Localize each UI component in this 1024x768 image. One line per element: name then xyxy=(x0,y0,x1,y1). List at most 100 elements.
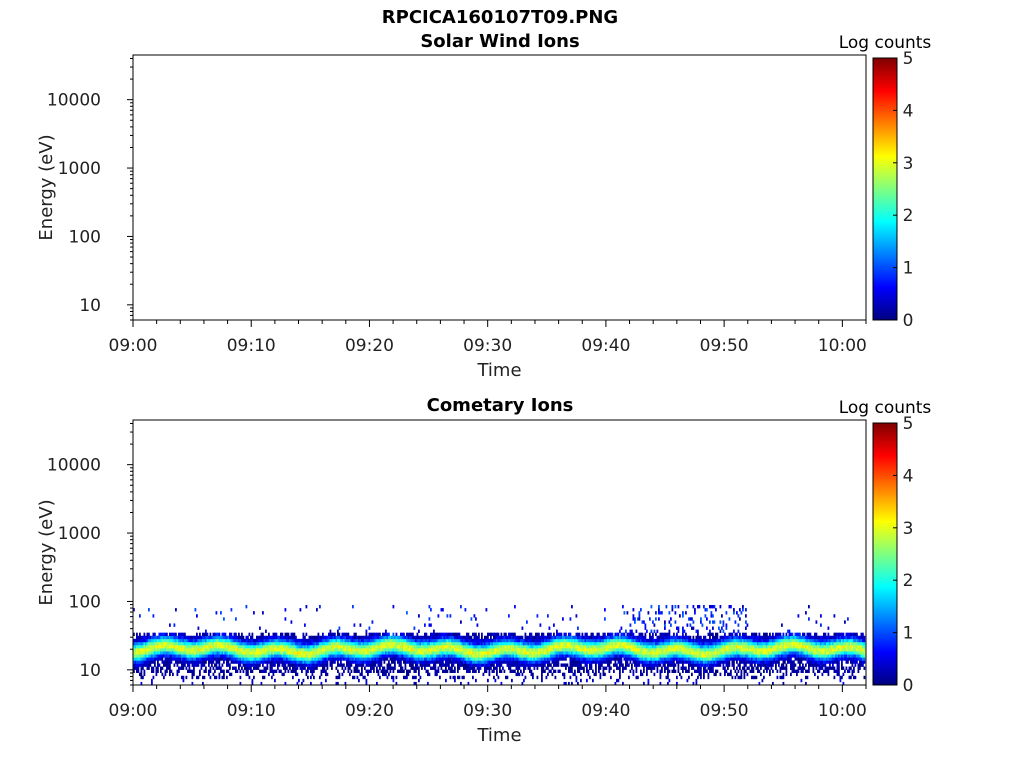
heatmap-cell xyxy=(382,672,384,677)
heatmap-cell xyxy=(559,648,561,652)
heatmap-cell xyxy=(205,654,207,658)
heatmap-cell xyxy=(209,675,212,680)
heatmap-cell xyxy=(659,638,662,643)
heatmap-cell xyxy=(682,626,684,630)
heatmap-cell xyxy=(530,669,533,673)
heatmap-cell xyxy=(229,638,231,643)
heatmap-cell xyxy=(290,632,293,637)
heatmap-cell xyxy=(223,654,225,658)
heatmap-cell xyxy=(523,660,525,664)
heatmap-cell xyxy=(328,648,330,652)
heatmap-cell xyxy=(637,651,639,655)
heatmap-cell xyxy=(506,654,509,658)
heatmap-cell xyxy=(583,638,585,643)
heatmap-cell xyxy=(565,663,567,667)
heatmap-cell xyxy=(710,641,713,646)
heatmap-cell xyxy=(653,644,656,649)
heatmap-cell xyxy=(199,669,201,673)
heatmap-cell xyxy=(682,663,684,667)
heatmap-cell xyxy=(419,675,422,680)
heatmap-cell xyxy=(226,657,228,661)
heatmap-cell xyxy=(170,648,173,652)
heatmap-cell xyxy=(263,660,266,664)
heatmap-cell xyxy=(703,651,705,655)
heatmap-cell xyxy=(317,644,320,649)
heatmap-cell xyxy=(580,657,582,661)
heatmap-cell xyxy=(563,641,566,646)
heatmap-cell xyxy=(691,638,693,643)
heatmap-cell xyxy=(376,657,378,661)
heatmap-cell xyxy=(692,657,695,661)
heatmap-cell xyxy=(347,654,350,658)
heatmap-cell xyxy=(667,651,669,655)
heatmap-cell xyxy=(455,641,458,646)
heatmap-cell xyxy=(445,666,447,670)
heatmap-cell xyxy=(586,678,588,683)
heatmap-cell xyxy=(278,641,281,646)
heatmap-cell xyxy=(256,651,258,655)
heatmap-cell xyxy=(226,644,228,649)
heatmap-cell xyxy=(193,638,195,643)
heatmap-cell xyxy=(145,654,147,658)
heatmap-cell xyxy=(517,654,519,658)
heatmap-cell xyxy=(677,635,680,640)
heatmap-cell xyxy=(281,657,284,661)
heatmap-cell xyxy=(496,651,498,655)
heatmap-cell xyxy=(181,638,183,643)
heatmap-cell xyxy=(637,675,639,680)
heatmap-cell xyxy=(197,638,200,643)
heatmap-cell xyxy=(466,638,468,643)
heatmap-cell xyxy=(616,635,618,640)
heatmap-cell xyxy=(428,672,431,677)
heatmap-cell xyxy=(310,660,312,664)
heatmap-cell xyxy=(413,675,416,680)
heatmap-cell xyxy=(643,654,645,658)
heatmap-cell xyxy=(526,651,528,655)
heatmap-cell xyxy=(199,672,201,677)
heatmap-cell xyxy=(670,648,672,652)
heatmap-cell xyxy=(314,644,317,649)
heatmap-cell xyxy=(634,651,636,655)
heatmap-cell xyxy=(428,641,431,646)
heatmap-cell xyxy=(358,648,360,652)
heatmap-cell xyxy=(719,620,722,624)
heatmap-cell xyxy=(580,635,582,640)
heatmap-cell xyxy=(149,638,152,643)
heatmap-cell xyxy=(449,635,452,640)
heatmap-cell xyxy=(142,651,144,655)
heatmap-cell xyxy=(613,651,615,655)
heatmap-cell xyxy=(575,648,578,652)
heatmap-cell xyxy=(382,638,384,643)
heatmap-cell xyxy=(416,648,419,652)
heatmap-cell xyxy=(353,635,356,640)
heatmap-cell xyxy=(508,651,510,655)
heatmap-cell xyxy=(263,641,266,646)
heatmap-cell xyxy=(454,657,456,661)
heatmap-cell xyxy=(397,648,399,652)
heatmap-cell xyxy=(164,651,167,655)
heatmap-cell xyxy=(440,666,443,670)
heatmap-cell xyxy=(161,666,164,670)
heatmap-cell xyxy=(503,651,506,655)
heatmap-cell xyxy=(593,638,596,643)
heatmap-cell xyxy=(559,635,561,640)
heatmap-cell xyxy=(377,638,380,643)
heatmap-cell xyxy=(623,635,626,640)
heatmap-cell xyxy=(292,657,294,661)
heatmap-cell xyxy=(458,654,461,658)
heatmap-cell xyxy=(592,644,594,649)
heatmap-cell xyxy=(181,632,183,637)
heatmap-cell xyxy=(319,663,321,667)
heatmap-cell xyxy=(317,651,320,655)
heatmap-cell xyxy=(628,663,630,667)
heatmap-cell xyxy=(719,657,722,661)
heatmap-cell xyxy=(692,660,695,664)
heatmap-cell xyxy=(491,644,494,649)
heatmap-cell xyxy=(565,641,567,646)
heatmap-cell xyxy=(670,635,672,640)
heatmap-cell xyxy=(406,675,408,680)
heatmap-cell xyxy=(457,660,459,664)
heatmap-cell xyxy=(410,660,413,664)
heatmap-cell xyxy=(425,660,428,664)
heatmap-cell xyxy=(686,623,689,627)
